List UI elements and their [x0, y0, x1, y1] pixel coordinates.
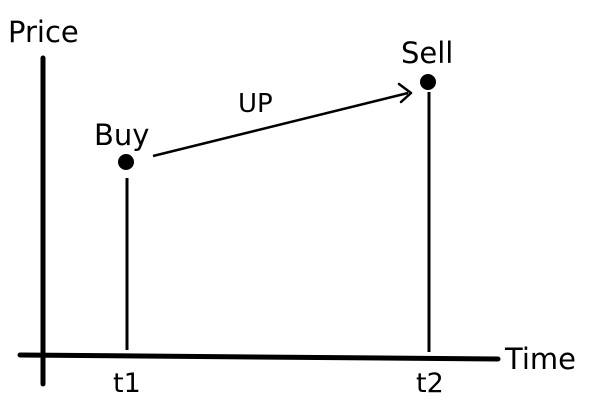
up-arrow-shaft — [152, 91, 409, 158]
up-arrow-head — [397, 82, 413, 104]
up-arrow-label: UP — [238, 89, 273, 119]
sell-point — [420, 74, 436, 90]
buy-point — [118, 154, 134, 170]
x-axis — [17, 352, 501, 362]
buy-label: Buy — [94, 118, 149, 152]
sell-label: Sell — [401, 36, 453, 70]
time-tick-t2: t2 — [416, 368, 444, 399]
time-tick-t1: t1 — [113, 368, 141, 399]
y-axis-label: Price — [8, 15, 79, 49]
x-axis-label: Time — [504, 342, 576, 376]
